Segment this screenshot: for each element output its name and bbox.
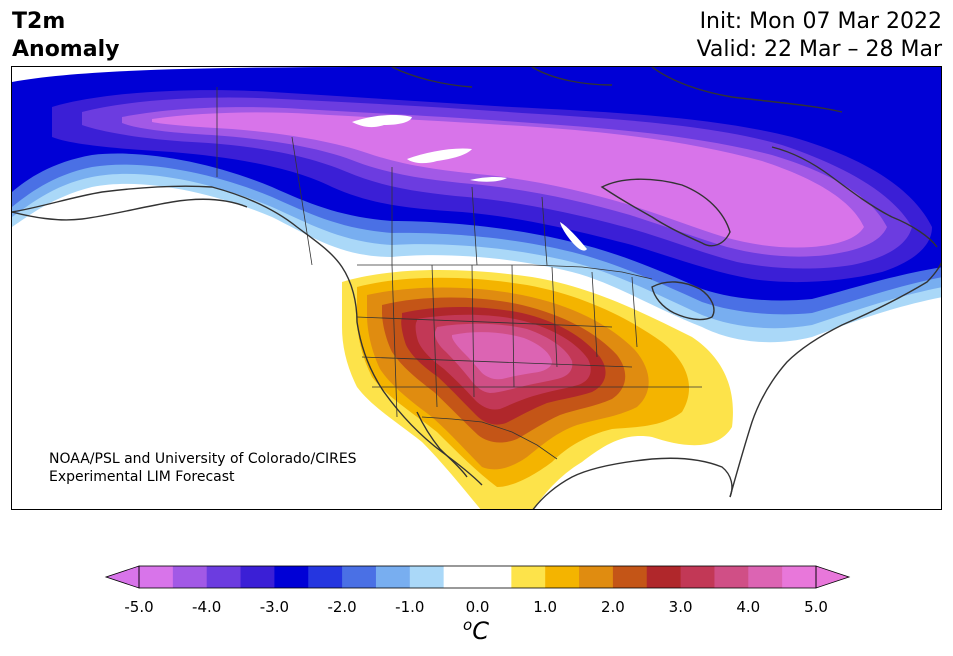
lake-great-bear	[352, 114, 412, 128]
valid-range: Valid: 22 Mar – 28 Mar	[696, 37, 942, 62]
colorbar-extend-low	[104, 565, 140, 589]
lakes	[352, 114, 587, 251]
alaska-south	[12, 198, 248, 221]
hudson-bay	[600, 178, 731, 247]
arctic-islands	[391, 67, 843, 113]
colorbar-tick-label: 3.0	[668, 598, 693, 616]
colorbar-cell	[274, 566, 309, 588]
colorbar	[104, 565, 851, 589]
colorbar-cell	[511, 566, 546, 588]
colorbar-cell	[714, 566, 749, 588]
colorbar-cell	[409, 566, 445, 588]
colorbar-extend-high	[815, 565, 851, 589]
colorbar-cell	[545, 566, 580, 588]
anomaly-map	[11, 66, 942, 510]
us-canada-border	[357, 264, 653, 280]
credit-line-2: Experimental LIM Forecast	[49, 469, 235, 485]
cold-band-strong	[152, 112, 864, 248]
colorbar-cell	[612, 566, 648, 588]
title-variable: T2m	[12, 9, 66, 34]
colorbar-cell	[579, 566, 614, 588]
colorbar-cell	[206, 566, 242, 588]
pacific-coast	[12, 185, 483, 486]
colorbar-cell	[375, 566, 411, 588]
colorbar-cell	[646, 566, 682, 588]
lake-great-slave	[407, 148, 472, 164]
credit-line-1: NOAA/PSL and University of Colorado/CIRE…	[49, 451, 357, 467]
colorbar-cell	[308, 566, 343, 588]
colorbar-cell	[240, 566, 275, 588]
coastlines	[12, 67, 941, 509]
great-lakes	[651, 281, 715, 321]
colorbar-tick-label: 2.0	[600, 598, 625, 616]
warm-band-light-pink	[452, 332, 552, 380]
lake-athabasca	[470, 176, 507, 182]
colorbar-tick-label: -2.0	[327, 598, 357, 616]
colorbar-cell	[748, 566, 783, 588]
colorbar-unit: oC	[463, 616, 489, 645]
us-mexico-border	[421, 416, 558, 460]
colorbar-cell	[443, 566, 478, 588]
colorbar-tick-label: 1.0	[533, 598, 558, 616]
title-type: Anomaly	[12, 37, 120, 62]
credit-text: NOAA/PSL and University of Colorado/CIRE…	[49, 450, 357, 486]
colorbar-tick-label: 4.0	[736, 598, 761, 616]
colorbar-cell	[342, 566, 377, 588]
state-lines	[356, 264, 702, 418]
init-date: Init: Mon 07 Mar 2022	[699, 9, 942, 34]
political-borders	[216, 87, 702, 460]
baja-peninsula	[416, 411, 468, 478]
colorbar-cell	[172, 566, 208, 588]
colorbar-tick-label: -5.0	[124, 598, 154, 616]
colorbar-tick-label: 5.0	[804, 598, 828, 616]
colorbar-tick-label: -4.0	[192, 598, 222, 616]
forecast-dates: Init: Mon 07 Mar 2022 Valid: 22 Mar – 28…	[697, 8, 942, 64]
cold-anomaly-field	[12, 67, 941, 343]
colorbar-cells	[139, 566, 817, 588]
colorbar-cell	[782, 566, 817, 588]
colorbar-cell	[477, 566, 512, 588]
colorbar-cell	[680, 566, 715, 588]
colorbar-tick-label: -1.0	[395, 598, 425, 616]
colorbar-tick-label: -3.0	[259, 598, 290, 616]
atlantic-coast	[729, 261, 941, 498]
lake-winnipeg	[560, 222, 587, 251]
labrador	[771, 146, 938, 248]
unit-degree: o	[463, 616, 473, 634]
province-lines	[291, 136, 548, 266]
figure-title: T2m Anomaly	[12, 8, 119, 64]
colorbar-cell	[139, 566, 174, 588]
unit-celsius: C	[472, 617, 489, 645]
colorbar-frame	[138, 565, 817, 589]
colorbar-tick-label: 0.0	[465, 598, 490, 616]
gulf-coast	[532, 457, 733, 509]
map-canvas	[12, 67, 941, 509]
